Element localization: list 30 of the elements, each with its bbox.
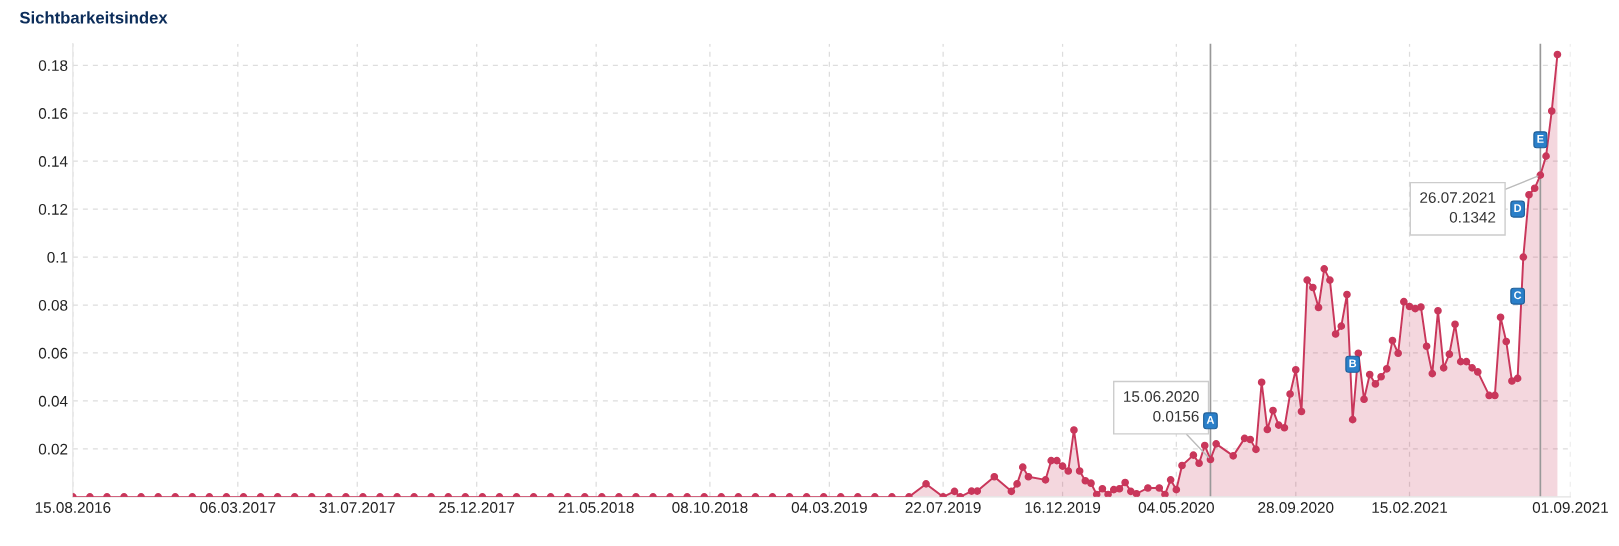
y-tick-label: 0.02 — [38, 443, 68, 455]
x-tick-label: 15.02.2021 — [1372, 502, 1448, 513]
annotation: 15.06.2020 0.0156 — [1124, 391, 1199, 422]
x-tick-label: 21.05.2018 — [558, 502, 634, 513]
x-tick-label: 04.03.2019 — [791, 502, 867, 513]
annotation: C — [1514, 291, 1522, 300]
y-tick-label: 0.08 — [38, 299, 68, 311]
x-tick-label: 25.12.2017 — [439, 502, 515, 513]
chart-title: Sichtbarkeitsindex — [19, 11, 168, 24]
x-tick-label: 16.12.2019 — [1025, 502, 1101, 513]
annotation: E — [1537, 135, 1544, 143]
annotation: 26.07.2021 0.1342 — [1420, 192, 1496, 223]
y-tick-label: 0.14 — [38, 156, 68, 167]
x-tick-label: 31.07.2017 — [319, 502, 395, 513]
y-tick-label: 0.18 — [38, 60, 68, 71]
x-tick-label: 08.10.2018 — [672, 502, 748, 513]
y-tick-label: 0.06 — [38, 347, 68, 359]
annotation: A — [1206, 416, 1215, 424]
x-tick-label: 22.07.2019 — [905, 502, 981, 513]
annotation: D — [1514, 204, 1522, 212]
x-tick-label: 04.05.2020 — [1138, 502, 1214, 513]
x-tick-label: 15.08.2016 — [35, 502, 111, 513]
x-tick-label: 28.09.2020 — [1258, 502, 1334, 513]
y-tick-label: 0.1 — [47, 251, 68, 263]
y-tick-label: 0.16 — [38, 108, 68, 119]
x-tick-label: 06.03.2017 — [200, 502, 276, 513]
y-tick-label: 0.04 — [38, 395, 68, 407]
x-tick-label: 01.09.2021 — [1532, 502, 1608, 513]
annotation: B — [1349, 359, 1357, 368]
y-tick-label: 0.12 — [38, 203, 68, 215]
